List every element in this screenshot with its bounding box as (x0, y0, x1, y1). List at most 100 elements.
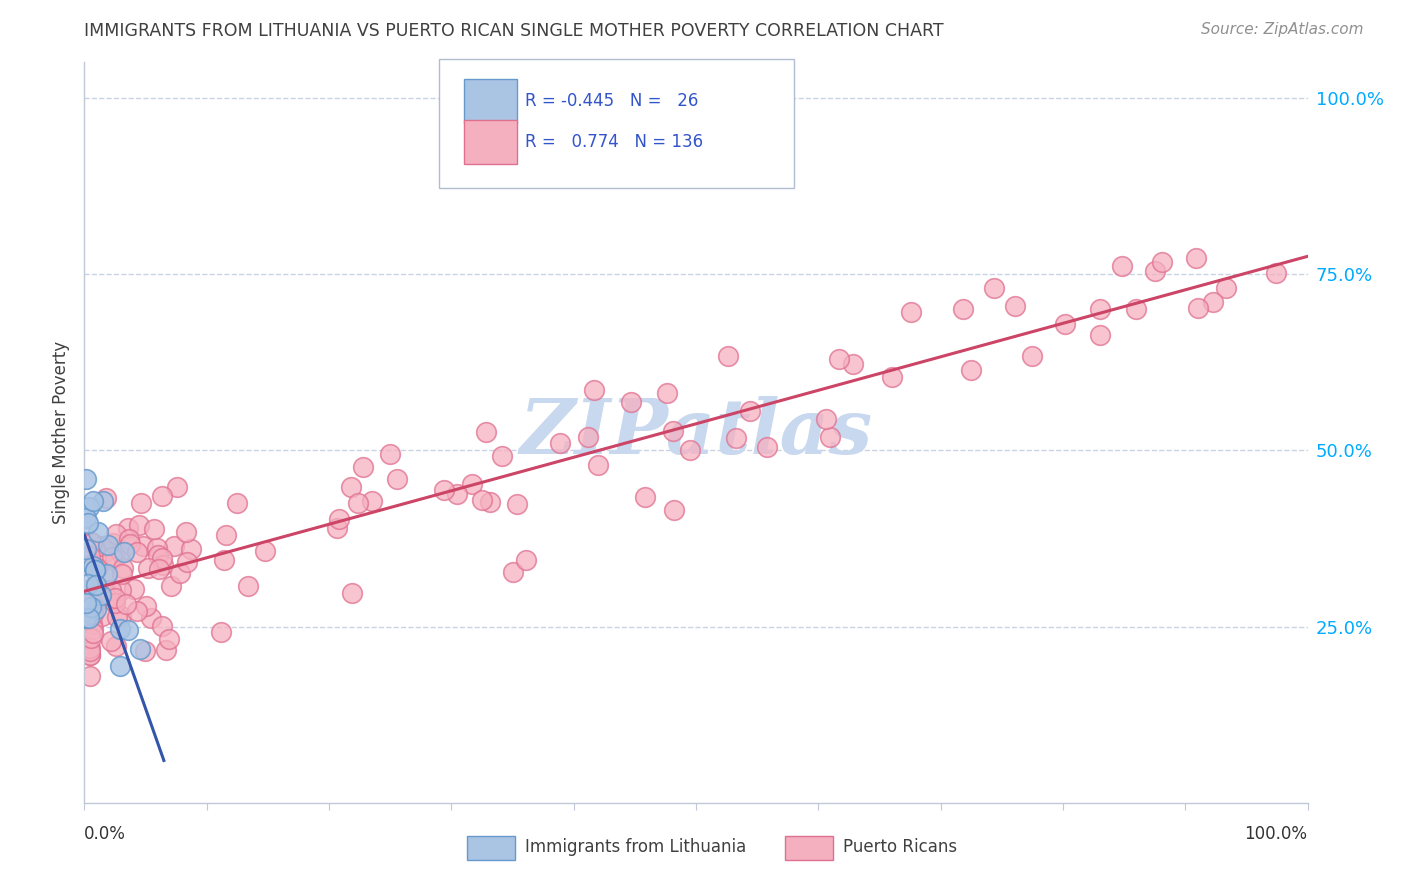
Point (80, 535, 103, 549)
Point (952, 302, 974, 317)
Point (104, 551, 127, 566)
Point (94, 570, 117, 584)
Point (136, 560, 159, 574)
Point (79, 648, 101, 662)
Point (166, 480, 188, 494)
Text: R =   0.774   N = 136: R = 0.774 N = 136 (524, 134, 703, 152)
Point (87, 525, 110, 540)
Point (959, 363, 981, 377)
Point (104, 527, 127, 541)
Point (79, 669, 101, 683)
Point (662, 424, 685, 438)
Point (1004, 299, 1026, 313)
Point (105, 609, 128, 624)
Point (100, 549, 122, 564)
Point (129, 642, 152, 657)
Point (378, 447, 401, 461)
Text: ZIPatlas: ZIPatlas (519, 396, 873, 469)
Point (662, 503, 685, 517)
Point (215, 528, 238, 542)
Point (225, 496, 247, 510)
Point (79, 610, 101, 624)
Text: 100.0%: 100.0% (1244, 825, 1308, 843)
Point (1088, 328, 1111, 343)
Point (143, 522, 166, 536)
Text: 0.0%: 0.0% (84, 825, 127, 843)
Point (155, 642, 177, 657)
Point (82, 558, 104, 573)
Point (882, 370, 904, 384)
Point (91, 547, 114, 561)
Point (460, 477, 482, 491)
Point (90, 539, 112, 553)
Point (576, 430, 599, 444)
Point (79, 549, 101, 564)
Point (79, 640, 101, 655)
Point (328, 512, 350, 526)
Point (347, 496, 370, 510)
Point (157, 632, 180, 647)
Point (740, 404, 762, 418)
Point (77, 516, 100, 530)
Point (679, 443, 702, 458)
Point (176, 525, 198, 540)
Point (139, 611, 162, 625)
Point (471, 493, 494, 508)
Point (82, 607, 104, 621)
Point (86, 560, 108, 574)
Point (1111, 259, 1133, 273)
Point (818, 430, 841, 444)
Point (150, 619, 173, 633)
Point (515, 553, 537, 567)
Point (82, 536, 104, 550)
Point (238, 579, 260, 593)
Point (475, 425, 498, 439)
Point (1215, 281, 1237, 295)
Point (112, 545, 135, 559)
Point (122, 582, 145, 597)
Point (84, 578, 107, 592)
Point (209, 625, 232, 640)
Point (82, 622, 104, 636)
Point (1144, 264, 1167, 278)
Point (502, 565, 524, 579)
Point (91, 608, 114, 623)
Point (82, 494, 104, 508)
Point (146, 541, 169, 555)
Point (90, 588, 112, 602)
Point (983, 281, 1005, 295)
Point (159, 579, 181, 593)
Point (586, 458, 609, 473)
Point (254, 544, 277, 558)
Point (1088, 302, 1111, 317)
Point (75, 611, 97, 625)
Point (80, 600, 103, 615)
Point (620, 395, 643, 409)
Point (111, 561, 134, 575)
Point (104, 639, 127, 653)
Point (83, 563, 105, 577)
Point (80, 616, 103, 631)
Point (180, 542, 202, 557)
Point (86, 594, 108, 608)
Point (103, 535, 125, 549)
Point (1265, 266, 1288, 280)
Point (86, 539, 108, 553)
Point (100, 589, 122, 603)
Point (80, 595, 103, 609)
Point (108, 623, 131, 637)
Point (80, 631, 103, 645)
Point (1150, 255, 1173, 269)
Point (100, 582, 122, 597)
FancyBboxPatch shape (464, 79, 517, 123)
Point (128, 517, 150, 532)
Point (117, 623, 139, 637)
Point (89, 591, 111, 605)
Point (548, 435, 571, 450)
FancyBboxPatch shape (439, 59, 794, 188)
Point (96, 567, 118, 582)
Point (110, 566, 132, 581)
Point (717, 349, 740, 363)
Point (93, 582, 115, 597)
Point (135, 599, 157, 613)
